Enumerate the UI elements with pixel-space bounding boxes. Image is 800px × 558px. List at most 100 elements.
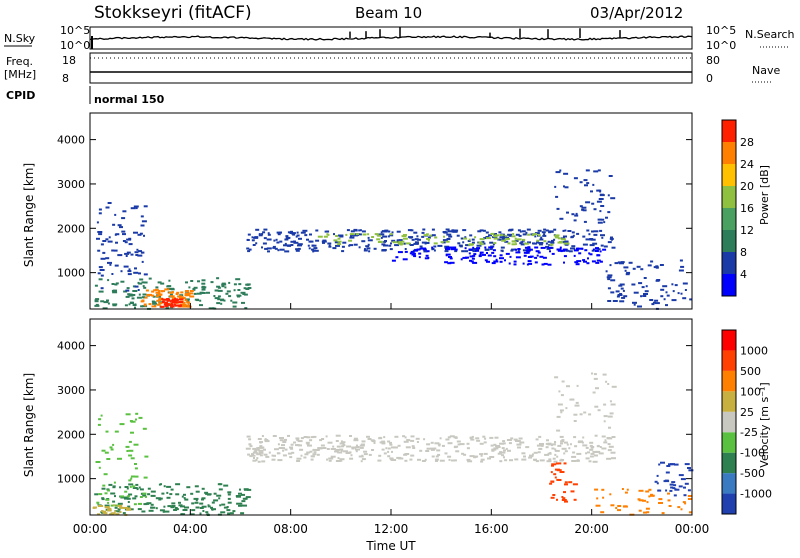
- power-cell: [431, 234, 436, 237]
- power-cell: [475, 249, 480, 252]
- power-cell: [499, 260, 503, 263]
- velocity-cell: [252, 447, 257, 450]
- velocity-cell: [545, 446, 549, 449]
- velocity-cell: [593, 377, 598, 380]
- power-cell: [537, 251, 541, 254]
- power-ytick-label: 2000: [57, 222, 85, 235]
- velocity-ytick-label: 2000: [57, 428, 85, 441]
- velocity-cell: [191, 502, 195, 505]
- power-cell: [513, 263, 517, 266]
- power-cell: [418, 256, 421, 259]
- power-cell: [115, 233, 120, 236]
- velocity-cell: [241, 493, 245, 496]
- velocity-colorbar-swatch: [722, 432, 736, 453]
- power-cell: [592, 248, 595, 251]
- velocity-cell: [390, 458, 395, 461]
- velocity-cell: [287, 434, 290, 437]
- velocity-cell: [199, 502, 204, 505]
- power-cell: [102, 251, 106, 254]
- velocity-cell: [479, 453, 484, 456]
- power-cell: [682, 282, 688, 285]
- power-cell: [141, 220, 147, 223]
- power-cell: [423, 234, 429, 237]
- power-cell: [618, 284, 623, 287]
- velocity-colorbar-swatch: [722, 411, 736, 433]
- velocity-cell: [258, 451, 264, 454]
- power-cell: [660, 288, 665, 291]
- velocity-cell: [207, 493, 212, 496]
- velocity-cell: [274, 448, 279, 451]
- power-cell: [649, 299, 654, 301]
- power-cell: [462, 241, 465, 244]
- power-cell: [566, 211, 569, 214]
- velocity-cell: [597, 409, 601, 412]
- velocity-cell: [273, 454, 276, 457]
- power-cell: [547, 240, 551, 243]
- power-cell: [596, 259, 601, 262]
- power-cell: [322, 241, 325, 244]
- velocity-cell: [607, 383, 610, 385]
- velocity-cell: [471, 435, 474, 438]
- power-cell: [581, 206, 587, 209]
- velocity-cell: [680, 478, 686, 481]
- velocity-cell: [537, 451, 541, 454]
- velocity-cell: [181, 495, 184, 498]
- velocity-cell: [135, 412, 139, 415]
- velocity-cell: [253, 457, 255, 459]
- velocity-colorbar-swatch: [722, 330, 736, 351]
- power-cell: [184, 299, 188, 302]
- velocity-cell: [206, 513, 210, 516]
- power-cell: [469, 234, 473, 237]
- velocity-cell: [287, 452, 292, 455]
- power-cell: [427, 239, 430, 242]
- power-cell: [650, 260, 654, 263]
- velocity-cell: [463, 453, 467, 456]
- power-cell: [152, 295, 156, 298]
- power-cell: [401, 235, 407, 238]
- power-cell: [641, 286, 645, 289]
- power-cell: [201, 282, 206, 285]
- velocity-cell: [128, 440, 132, 443]
- power-cell: [545, 245, 550, 248]
- power-cell: [527, 233, 531, 236]
- power-cell: [175, 293, 179, 295]
- velocity-colorbar-tick: 25: [740, 406, 754, 419]
- power-cell: [182, 301, 186, 304]
- power-cell: [500, 246, 505, 249]
- power-cell: [603, 221, 606, 224]
- velocity-cell: [571, 460, 577, 462]
- velocity-cell: [355, 448, 360, 451]
- power-cell: [243, 287, 247, 290]
- power-cell: [505, 252, 510, 255]
- velocity-cell: [236, 495, 241, 498]
- velocity-cell: [391, 450, 393, 453]
- velocity-cell: [117, 508, 121, 511]
- power-cell: [332, 247, 337, 250]
- velocity-cell: [166, 496, 171, 499]
- power-cell: [213, 295, 216, 297]
- power-cell: [300, 231, 306, 234]
- velocity-cell: [213, 492, 217, 495]
- power-cell: [533, 233, 538, 235]
- velocity-cell: [517, 446, 521, 449]
- velocity-cell: [295, 444, 298, 447]
- power-cell: [568, 250, 573, 253]
- power-cell: [434, 236, 438, 239]
- power-cell: [164, 302, 169, 305]
- power-cell: [588, 252, 591, 255]
- velocity-data-cells: [92, 372, 694, 516]
- power-colorbar-frame: [721, 119, 737, 297]
- velocity-cell: [122, 512, 126, 515]
- velocity-cell: [184, 506, 189, 509]
- power-cell: [534, 235, 537, 238]
- power-cell: [309, 233, 312, 236]
- velocity-cell: [456, 440, 461, 443]
- power-cell: [605, 270, 608, 273]
- velocity-cell: [603, 420, 606, 423]
- velocity-cell: [128, 493, 133, 496]
- power-cell: [474, 236, 477, 239]
- power-cell: [252, 244, 256, 246]
- power-cell: [463, 237, 468, 240]
- velocity-cell: [487, 457, 491, 460]
- power-cell: [94, 284, 98, 287]
